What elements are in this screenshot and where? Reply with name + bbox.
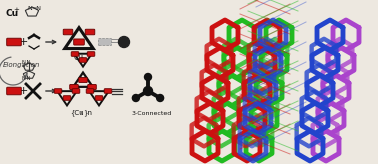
FancyBboxPatch shape <box>87 52 95 56</box>
FancyBboxPatch shape <box>104 89 112 93</box>
Text: Elongation: Elongation <box>3 62 40 68</box>
FancyBboxPatch shape <box>63 29 73 35</box>
FancyBboxPatch shape <box>85 29 95 35</box>
FancyBboxPatch shape <box>7 87 21 95</box>
Text: =: = <box>110 35 120 49</box>
Text: +: + <box>19 37 28 47</box>
Circle shape <box>132 94 139 102</box>
Circle shape <box>144 73 152 81</box>
FancyBboxPatch shape <box>86 89 94 93</box>
Text: 3-Connected: 3-Connected <box>132 111 172 116</box>
FancyBboxPatch shape <box>54 89 62 93</box>
FancyBboxPatch shape <box>70 84 78 90</box>
Text: $_3$: $_3$ <box>79 110 83 117</box>
Text: $_3$: $_3$ <box>81 56 85 63</box>
Text: =N: =N <box>31 6 41 11</box>
Circle shape <box>144 86 152 95</box>
Text: +: + <box>19 86 28 96</box>
FancyBboxPatch shape <box>72 89 80 93</box>
Text: N: N <box>28 6 32 11</box>
Text: Cu: Cu <box>5 9 18 18</box>
Text: Cu: Cu <box>74 53 84 62</box>
FancyBboxPatch shape <box>74 39 84 45</box>
Circle shape <box>118 37 130 48</box>
FancyBboxPatch shape <box>79 58 87 62</box>
FancyBboxPatch shape <box>7 38 21 46</box>
Text: N·N: N·N <box>22 76 31 81</box>
Text: +: + <box>13 8 19 13</box>
Circle shape <box>156 94 164 102</box>
FancyBboxPatch shape <box>88 84 96 90</box>
FancyBboxPatch shape <box>79 77 87 82</box>
FancyBboxPatch shape <box>63 96 71 100</box>
FancyBboxPatch shape <box>99 39 112 45</box>
FancyBboxPatch shape <box>71 52 79 56</box>
FancyBboxPatch shape <box>95 96 103 100</box>
Text: {Cu: {Cu <box>70 109 84 116</box>
Text: N·N: N·N <box>22 60 31 65</box>
Text: }n: }n <box>84 109 93 116</box>
